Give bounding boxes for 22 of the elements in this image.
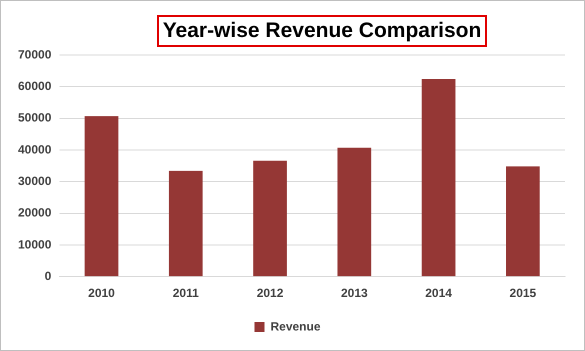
x-tick-label: 2011: [172, 286, 200, 300]
y-tick-label: 50000: [18, 110, 52, 125]
y-tick-label: 70000: [18, 47, 52, 62]
y-tick-label: 10000: [18, 237, 52, 252]
legend-label: Revenue: [270, 319, 321, 334]
x-tick-label: 2013: [340, 286, 368, 300]
y-tick-label: 40000: [18, 142, 52, 156]
y-tick-label: 30000: [18, 174, 52, 188]
bar: [422, 79, 456, 276]
x-tick-label: 2010: [88, 286, 116, 300]
y-tick-label: 20000: [18, 206, 52, 220]
bar: [84, 116, 118, 276]
y-tick-label: 60000: [18, 78, 52, 93]
bar: [506, 166, 540, 276]
y-tick-label: 0: [44, 268, 52, 283]
chart-title: Year-wise Revenue Comparison: [157, 15, 487, 47]
x-tick-label: 2012: [256, 286, 284, 300]
bar: [337, 148, 372, 276]
bar: [168, 170, 203, 276]
bar: [253, 160, 287, 276]
x-tick-label: 2014: [425, 286, 452, 300]
x-tick-label: 2015: [510, 286, 537, 300]
